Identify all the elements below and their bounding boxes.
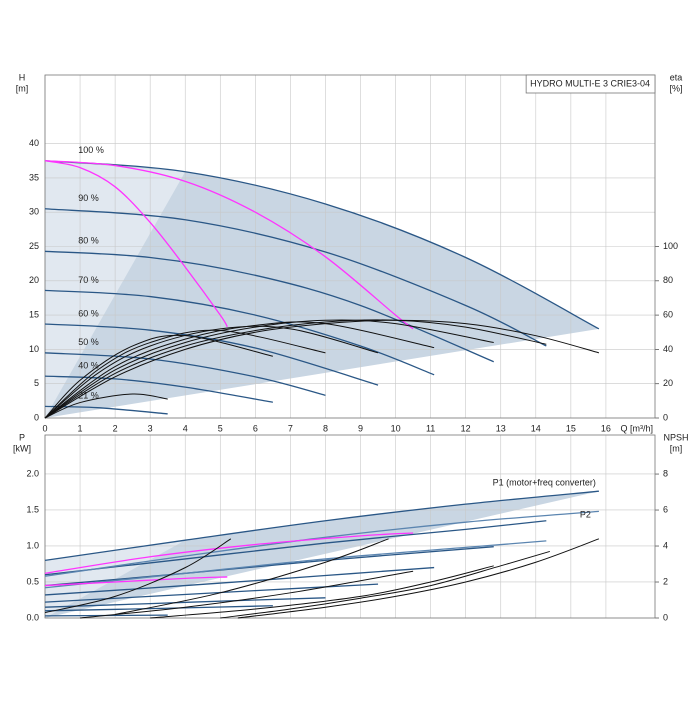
x-tick-label: 12: [461, 423, 471, 433]
speed-label: 100 %: [78, 145, 104, 155]
curve: [44, 393, 168, 419]
curve: [115, 538, 389, 615]
y-tick-label: 0.0: [26, 612, 39, 622]
y-tick-label: 10: [29, 344, 39, 354]
plot-frame: [44, 74, 656, 419]
y2-axis-label: NPSH: [663, 432, 688, 442]
x-tick-label: 10: [391, 423, 401, 433]
curve: [44, 160, 600, 330]
y-tick-label: 40: [29, 138, 39, 148]
x-tick-label: 8: [323, 423, 328, 433]
x-tick-label: 14: [531, 423, 541, 433]
y-tick-label: 0.5: [26, 576, 39, 586]
y-tick-label: 1.0: [26, 540, 39, 550]
curve: [44, 546, 494, 587]
y-tick-label: 2.0: [26, 468, 39, 478]
y2-tick-label: 0: [663, 612, 668, 622]
y2-tick-label: 8: [663, 468, 668, 478]
speed-label: 70 %: [78, 275, 99, 285]
curve: [44, 325, 379, 419]
x-tick-label: 0: [42, 423, 47, 433]
x-tick-label: 5: [218, 423, 223, 433]
curve: [44, 334, 273, 419]
speed-label: 60 %: [78, 308, 99, 318]
y2-tick-label: 6: [663, 504, 668, 514]
y2-tick-label: 80: [663, 275, 673, 285]
curve: [44, 329, 326, 419]
curve: [44, 323, 379, 386]
y2-tick-label: 20: [663, 378, 673, 388]
curve: [44, 540, 547, 589]
y2-tick-label: 0: [663, 412, 668, 422]
curve: [44, 321, 435, 419]
curve: [150, 565, 494, 619]
curve: [44, 289, 435, 376]
curve: [44, 352, 326, 396]
curve: [44, 160, 228, 328]
y-tick-label: 5: [34, 378, 39, 388]
y-axis-label: H: [19, 72, 26, 82]
x-tick-label: 3: [148, 423, 153, 433]
y2-axis-label: eta: [670, 72, 683, 82]
x-axis-label: Q [m³/h]: [620, 423, 653, 433]
curve: [44, 160, 414, 330]
y2-tick-label: 100: [663, 241, 678, 251]
chart-title: HYDRO MULTI-E 3 CRIE3-04: [530, 78, 650, 88]
y-tick-label: 25: [29, 241, 39, 251]
curve: [80, 570, 414, 619]
curve: [44, 532, 414, 574]
y-tick-label: 1.5: [26, 504, 39, 514]
y2-axis-label: [m]: [670, 443, 683, 453]
curve: [44, 208, 547, 347]
title-box: [525, 74, 656, 94]
x-tick-label: 2: [113, 423, 118, 433]
curve: [237, 538, 600, 619]
series-label: P1 (motor+freq converter): [493, 478, 596, 488]
curve: [44, 490, 599, 562]
x-tick-label: 15: [566, 423, 576, 433]
x-tick-label: 16: [601, 423, 611, 433]
speed-label: 50 %: [78, 337, 99, 347]
plot-frame: [44, 434, 656, 619]
y-tick-label: 30: [29, 207, 39, 217]
y2-tick-label: 40: [663, 344, 673, 354]
y-tick-label: 0: [34, 412, 39, 422]
y-axis-label: [kW]: [13, 443, 31, 453]
speed-label: 40 %: [78, 361, 99, 371]
x-tick-label: 9: [358, 423, 363, 433]
curve: [44, 566, 435, 596]
speed-label: 80 %: [78, 236, 99, 246]
x-tick-label: 6: [253, 423, 258, 433]
curve: [220, 550, 550, 619]
x-tick-label: 13: [496, 423, 506, 433]
y-tick-label: 15: [29, 309, 39, 319]
curve: [44, 510, 599, 577]
curve: [44, 375, 273, 403]
y-axis-label: P: [19, 432, 25, 442]
speed-label: 21 %: [78, 391, 99, 401]
curve: [44, 250, 494, 363]
operating-range: [45, 160, 599, 418]
y2-tick-label: 4: [663, 540, 668, 550]
x-tick-label: 11: [426, 423, 435, 433]
y-tick-label: 35: [29, 172, 39, 182]
speed-label: 90 %: [78, 193, 99, 203]
y-axis-label: [m]: [16, 83, 29, 93]
y-tick-label: 20: [29, 275, 39, 285]
y2-tick-label: 60: [663, 309, 673, 319]
curve: [44, 576, 228, 587]
curve: [44, 520, 547, 576]
curve: [44, 319, 547, 419]
curve: [44, 319, 494, 419]
curve: [44, 538, 232, 614]
curve: [44, 597, 326, 608]
x-tick-label: 7: [288, 423, 293, 433]
x-tick-label: 4: [183, 423, 188, 433]
series-label: P2: [580, 510, 591, 520]
y2-axis-label: [%]: [669, 83, 682, 93]
x-tick-label: 1: [78, 423, 83, 433]
y2-tick-label: 2: [663, 576, 668, 586]
curve: [44, 605, 273, 612]
